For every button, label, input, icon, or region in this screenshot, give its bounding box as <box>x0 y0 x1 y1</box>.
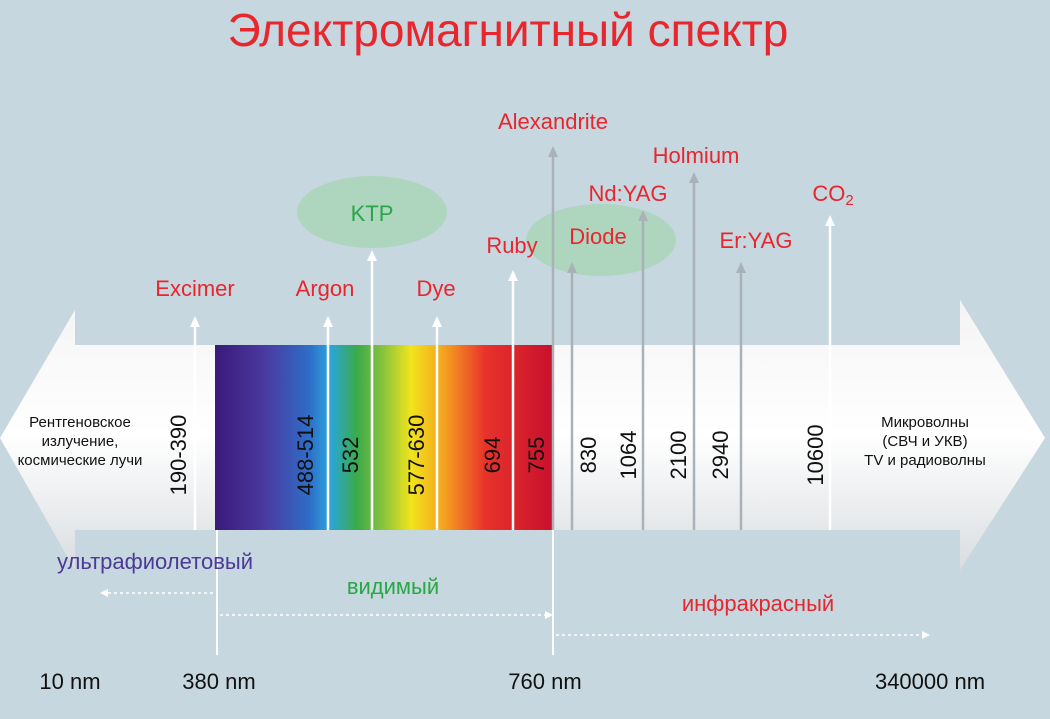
ir-label: инфракрасный <box>682 591 834 616</box>
wavelength-label: 755 <box>524 437 549 474</box>
laser-arrowhead <box>548 146 558 157</box>
laser-arrowhead <box>736 262 746 273</box>
laser-arrowhead <box>567 262 577 273</box>
laser-label: Excimer <box>155 276 234 301</box>
laser-arrowhead <box>689 172 699 183</box>
left-text: космические лучи <box>18 452 143 469</box>
wavelength-label: 488-514 <box>293 415 318 496</box>
laser-label: Ruby <box>486 233 537 258</box>
right-text: TV и радиоволны <box>864 452 986 469</box>
laser-label-subscript: 2 <box>845 192 853 209</box>
wavelength-label: 190-390 <box>166 415 191 496</box>
scale-label: 10 nm <box>39 669 100 694</box>
laser-label: Argon <box>296 276 355 301</box>
laser-arrowhead <box>367 250 377 261</box>
visible-label: видимый <box>347 574 439 599</box>
laser-label-main: CO <box>812 181 845 206</box>
laser-arrowhead <box>825 215 835 226</box>
wavelength-label: 694 <box>480 437 505 474</box>
laser-arrowhead <box>508 270 518 281</box>
left-text: Рентгеновское <box>29 414 131 431</box>
diode-ellipse <box>526 204 676 276</box>
wavelength-label: 2940 <box>708 431 733 480</box>
laser-arrowhead <box>638 210 648 221</box>
wavelength-label: 1064 <box>616 431 641 480</box>
laser-label: Diode <box>569 224 626 249</box>
laser-label: Alexandrite <box>498 109 608 134</box>
wavelength-label: 830 <box>576 437 601 474</box>
scale-label: 760 nm <box>508 669 581 694</box>
laser-label: CO2 <box>812 181 853 209</box>
laser-label: Dye <box>416 276 455 301</box>
laser-label: Er:YAG <box>720 228 793 253</box>
left-text: излучение, <box>42 433 119 450</box>
wavelength-label: 10600 <box>803 424 828 485</box>
scale-label: 340000 nm <box>875 669 985 694</box>
laser-label: Nd:YAG <box>588 181 667 206</box>
title: Электромагнитный спектр <box>228 4 789 56</box>
uv-label: ультрафиолетовый <box>57 549 253 574</box>
wavelength-label: 2100 <box>666 431 691 480</box>
right-text: (СВЧ и УКВ) <box>882 433 967 450</box>
right-text: Микроволны <box>881 414 969 431</box>
laser-arrowhead <box>190 316 200 327</box>
scale-label: 380 nm <box>182 669 255 694</box>
visible-spectrum <box>215 345 553 530</box>
laser-arrowhead <box>323 316 333 327</box>
laser-arrowhead <box>432 316 442 327</box>
laser-label: KTP <box>351 201 394 226</box>
ktp-ellipse <box>297 176 447 248</box>
wavelength-label: 577-630 <box>404 415 429 496</box>
laser-label: Holmium <box>653 143 740 168</box>
wavelength-label: 532 <box>338 437 363 474</box>
